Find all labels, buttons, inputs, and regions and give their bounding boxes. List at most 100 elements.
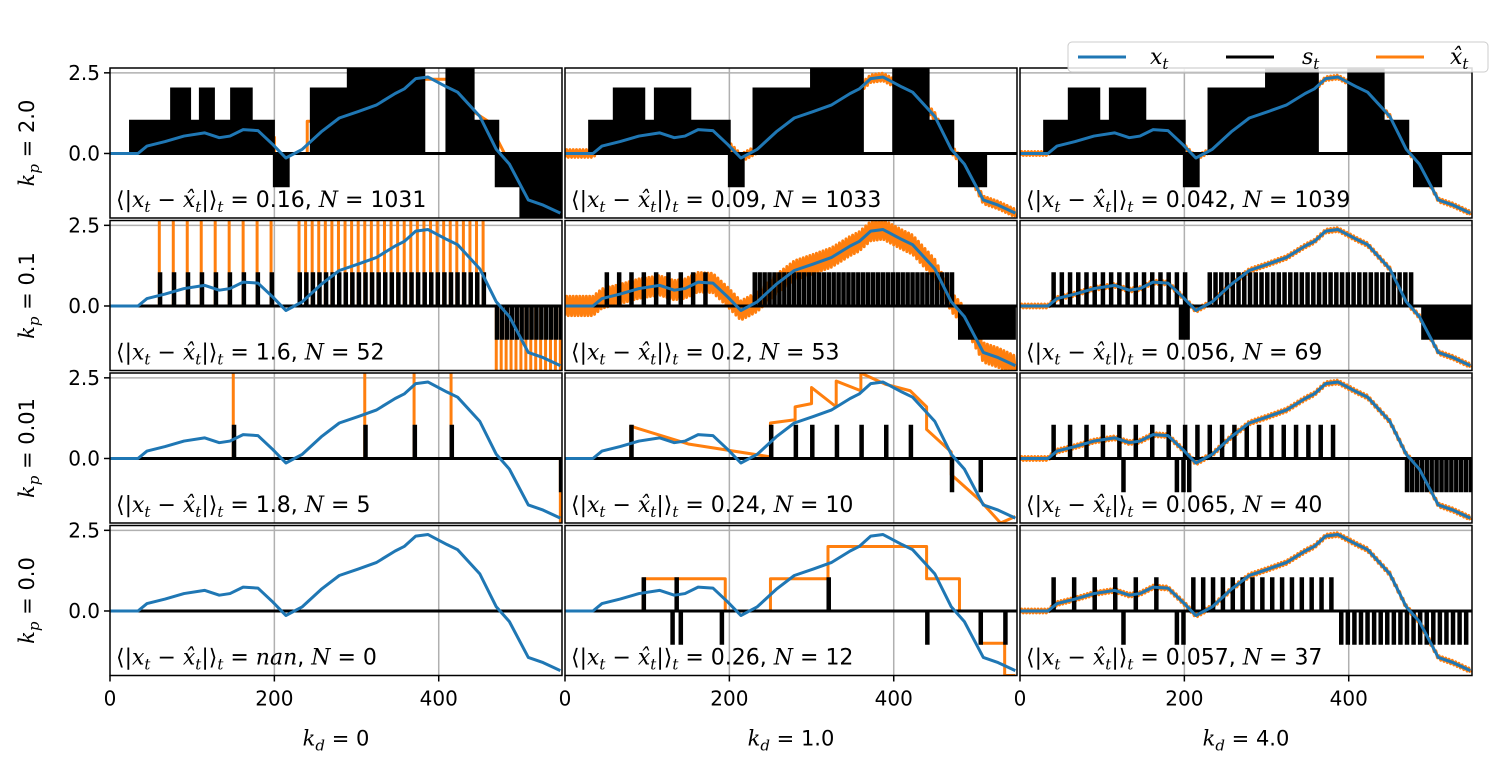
col-label: kd = 0 <box>303 727 370 755</box>
error-annotation: ⟨|xt − x̂t|⟩t = 0.16, N = 1031 <box>116 188 426 216</box>
ytick-label: 0.0 <box>68 446 100 470</box>
error-annotation: ⟨|xt − x̂t|⟩t = 0.056, N = 69 <box>1026 341 1322 369</box>
legend-label-x: xt <box>1150 45 1169 73</box>
n-value: 53 <box>811 341 839 366</box>
s-series <box>110 424 562 493</box>
axes-frame <box>109 67 563 219</box>
n-value: 12 <box>825 646 853 671</box>
n-value: 1031 <box>370 188 426 213</box>
axes-frame <box>564 524 1018 677</box>
s-series <box>110 68 562 218</box>
ytick-label: 2.5 <box>68 61 100 85</box>
axes-frame <box>109 524 563 677</box>
error-value: 0.065 <box>1166 493 1229 518</box>
xtick-label: 0 <box>104 687 117 711</box>
s-series <box>1020 577 1472 645</box>
axes-frame <box>564 219 1018 372</box>
error-value: 0.16 <box>256 188 305 213</box>
axes-frame <box>1019 372 1473 524</box>
x-series <box>1020 533 1471 673</box>
x-series <box>1020 380 1471 520</box>
error-value: 0.2 <box>711 341 746 366</box>
n-value: 1033 <box>825 188 881 213</box>
ytick-label: 0.0 <box>68 599 100 623</box>
panel-grid: ⟨|xt − x̂t|⟩t = 0.16, N = 1031 2.5 0.0 kp =… <box>15 61 1473 755</box>
x-series <box>110 380 561 520</box>
panel-kp0-kd2: ⟨|xt − x̂t|⟩t = 0.042, N = 1039 <box>1019 67 1473 219</box>
xhat-series <box>565 544 1016 676</box>
row-label: kp = 0.1 <box>15 252 43 339</box>
n-value: 69 <box>1294 341 1322 366</box>
x-series <box>565 75 1016 215</box>
panel-kp1-kd1: ⟨|xt − x̂t|⟩t = 0.2, N = 53 <box>564 219 1018 372</box>
legend-label-s: st <box>1302 45 1320 73</box>
ytick-label: 2.5 <box>68 213 100 237</box>
error-annotation: ⟨|xt − x̂t|⟩t = 0.057, N = 37 <box>1026 646 1322 674</box>
error-value: nan <box>256 646 297 671</box>
panel-kp2-kd2: ⟨|xt − x̂t|⟩t = 0.065, N = 40 <box>1019 372 1473 524</box>
error-annotation: ⟨|xt − x̂t|⟩t = 0.26, N = 12 <box>571 646 853 674</box>
xtick-label: 0 <box>559 687 572 711</box>
s-series <box>1020 68 1472 188</box>
error-value: 0.26 <box>711 646 760 671</box>
axes-frame <box>564 67 1018 219</box>
x-series <box>1020 75 1471 215</box>
axes-frame <box>109 372 563 524</box>
panel-kp3-kd0: ⟨|xt − x̂t|⟩t = nan, N = 0 2.5 0.0 kp = 0.0… <box>15 518 563 755</box>
x-series <box>1020 228 1471 368</box>
error-annotation: ⟨|xt − x̂t|⟩t = 1.6, N = 52 <box>116 341 384 369</box>
row-label: kp = 0.01 <box>15 398 43 498</box>
xtick-label: 400 <box>420 687 458 711</box>
panel-kp3-kd1: ⟨|xt − x̂t|⟩t = 0.26, N = 12 0 200 400 kd = … <box>559 524 1018 755</box>
xtick-label: 400 <box>1330 687 1368 711</box>
error-annotation: ⟨|xt − x̂t|⟩t = 0.09, N = 1033 <box>571 188 881 216</box>
panel-kp2-kd1: ⟨|xt − x̂t|⟩t = 0.24, N = 10 <box>564 372 1018 524</box>
error-annotation: ⟨|xt − x̂t|⟩t = 0.24, N = 10 <box>571 493 853 521</box>
error-value: 0.09 <box>711 188 760 213</box>
s-series <box>565 424 1017 493</box>
n-value: 1039 <box>1294 188 1350 213</box>
panel-kp0-kd0: ⟨|xt − x̂t|⟩t = 0.16, N = 1031 2.5 0.0 kp =… <box>15 61 563 219</box>
panel-kp0-kd1: ⟨|xt − x̂t|⟩t = 0.09, N = 1033 <box>564 67 1018 219</box>
s-series <box>110 272 562 340</box>
ytick-label: 0.0 <box>68 294 100 318</box>
error-value: 0.056 <box>1166 341 1229 366</box>
axes-frame <box>1019 524 1473 677</box>
error-value: 0.042 <box>1166 188 1229 213</box>
s-series <box>1020 272 1472 340</box>
xtick-label: 0 <box>1014 687 1027 711</box>
error-value: 0.057 <box>1166 646 1229 671</box>
n-value: 40 <box>1294 493 1322 518</box>
n-value: 5 <box>356 493 370 518</box>
error-annotation: ⟨|xt − x̂t|⟩t = nan, N = 0 <box>116 646 377 674</box>
ytick-label: 0.0 <box>68 141 100 165</box>
error-value: 1.8 <box>256 493 291 518</box>
error-annotation: ⟨|xt − x̂t|⟩t = 0.2, N = 53 <box>571 341 839 369</box>
xtick-label: 200 <box>710 687 748 711</box>
row-label: kp = 2.0 <box>15 100 43 187</box>
legend: xt st x̂t <box>1067 41 1489 73</box>
panel-kp1-kd0: ⟨|xt − x̂t|⟩t = 1.6, N = 52 2.5 0.0 kp = 0.… <box>15 213 563 372</box>
s-series <box>1020 424 1472 493</box>
x-series <box>110 75 561 215</box>
legend-label-xhat: x̂t <box>1450 45 1469 73</box>
error-annotation: ⟨|xt − x̂t|⟩t = 1.8, N = 5 <box>116 493 370 521</box>
error-value: 0.24 <box>711 493 760 518</box>
x-series <box>110 228 561 368</box>
s-series <box>565 577 1017 645</box>
xtick-label: 200 <box>255 687 293 711</box>
n-value: 0 <box>363 646 377 671</box>
n-value: 10 <box>825 493 853 518</box>
xtick-label: 200 <box>1165 687 1203 711</box>
axes-frame <box>1019 219 1473 372</box>
col-label: kd = 4.0 <box>1203 727 1290 755</box>
ytick-label: 2.5 <box>68 518 100 542</box>
ytick-label: 2.5 <box>68 366 100 390</box>
s-series <box>565 272 1017 340</box>
panel-kp2-kd0: ⟨|xt − x̂t|⟩t = 1.8, N = 5 2.5 0.0 kp = 0.0… <box>15 366 563 524</box>
col-label: kd = 1.0 <box>748 727 835 755</box>
x-series <box>565 380 1016 520</box>
axes-frame <box>564 372 1018 524</box>
x-series <box>565 533 1016 673</box>
